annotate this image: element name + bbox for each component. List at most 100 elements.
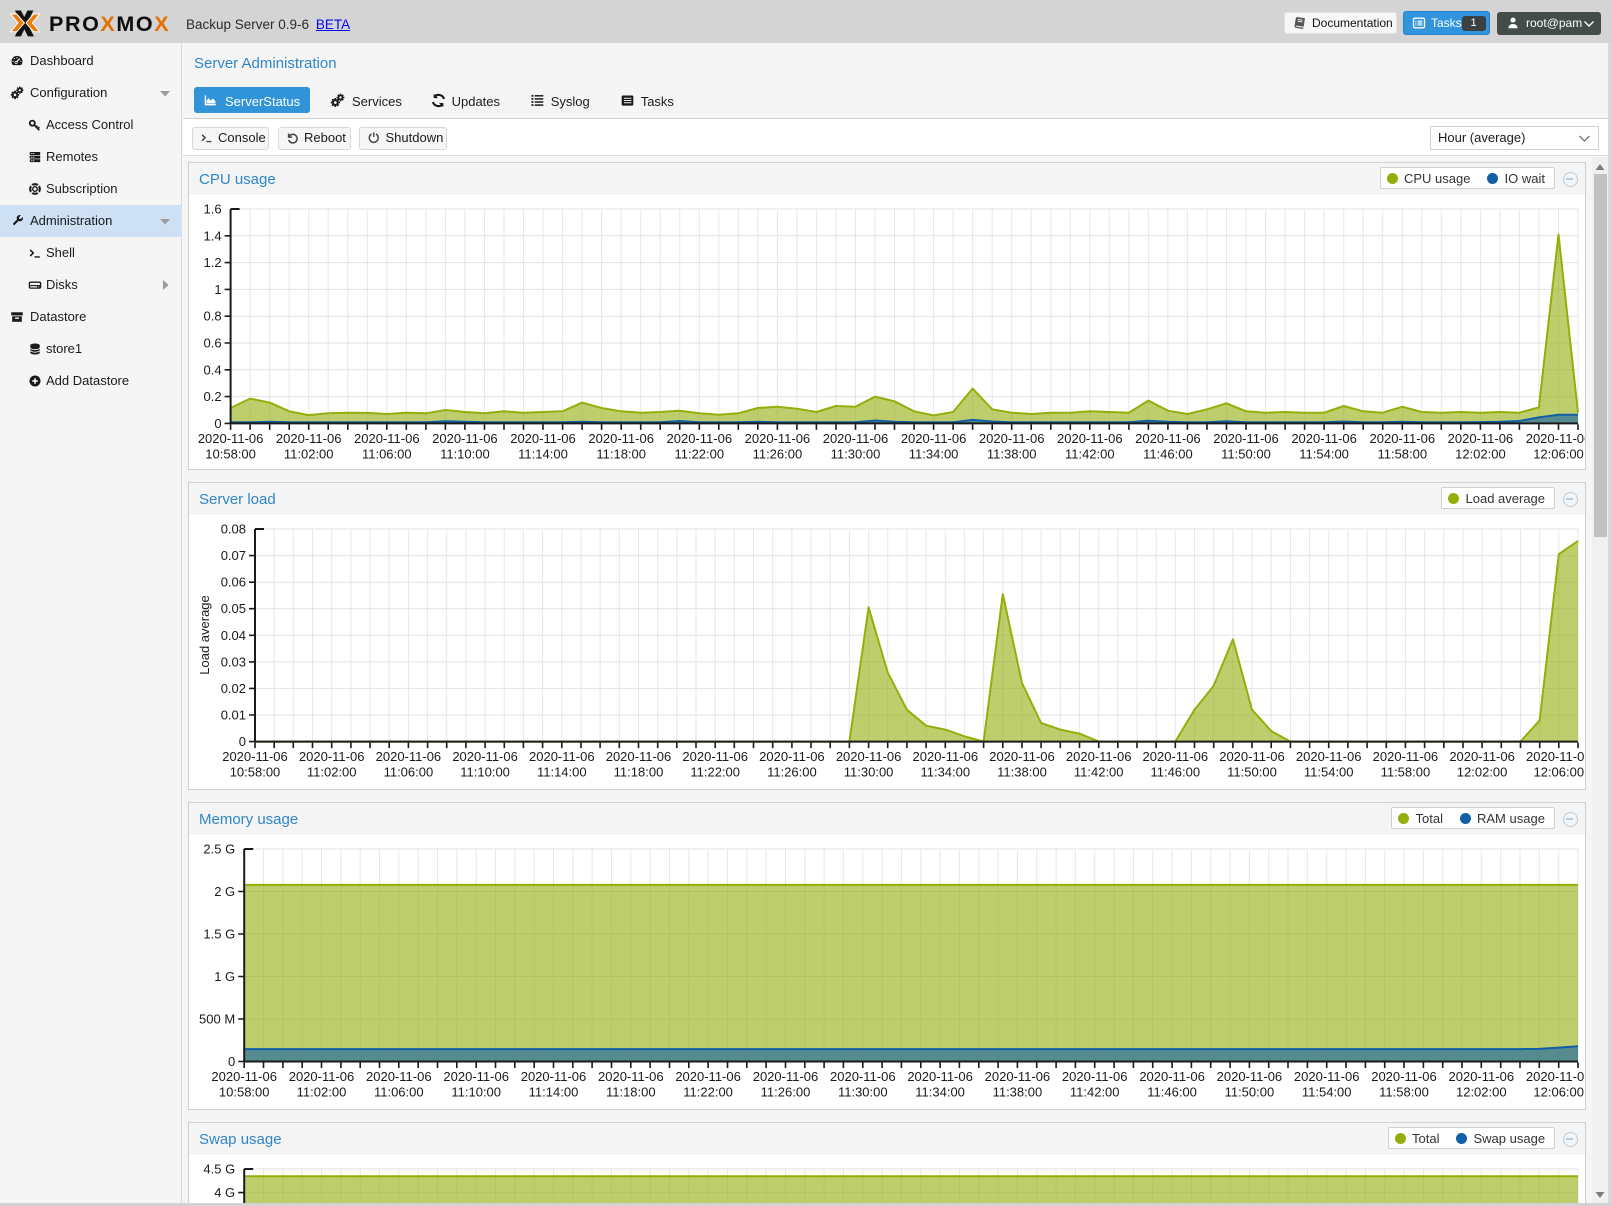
svg-text:2020-11-06: 2020-11-06 — [901, 431, 967, 446]
svg-text:11:26:00: 11:26:00 — [761, 1085, 811, 1100]
svg-text:0: 0 — [214, 416, 221, 431]
svg-text:2020-11-06: 2020-11-06 — [1371, 1069, 1437, 1084]
svg-text:2020-11-06: 2020-11-06 — [745, 431, 811, 446]
svg-text:10:58:00: 10:58:00 — [205, 446, 256, 461]
svg-text:12:02:00: 12:02:00 — [1455, 446, 1506, 461]
svg-text:2020-11-06: 2020-11-06 — [299, 749, 365, 764]
svg-text:11:46:00: 11:46:00 — [1143, 446, 1193, 461]
svg-text:2020-11-06: 2020-11-06 — [1373, 749, 1439, 764]
svg-text:2020-11-06: 2020-11-06 — [521, 1069, 587, 1084]
svg-text:11:42:00: 11:42:00 — [1065, 446, 1115, 461]
svg-text:11:30:00: 11:30:00 — [844, 765, 894, 780]
svg-text:2020-11-06: 2020-11-06 — [1057, 431, 1123, 446]
svg-text:2 G: 2 G — [214, 884, 235, 899]
svg-text:2020-11-06: 2020-11-06 — [985, 1069, 1051, 1084]
svg-text:11:14:00: 11:14:00 — [529, 1085, 579, 1100]
svg-text:11:02:00: 11:02:00 — [284, 446, 334, 461]
svg-text:2020-11-06: 2020-11-06 — [1449, 749, 1515, 764]
svg-text:11:50:00: 11:50:00 — [1227, 765, 1277, 780]
svg-text:2020-11-06: 2020-11-06 — [1449, 1069, 1515, 1084]
svg-text:0.2: 0.2 — [204, 389, 222, 404]
svg-text:2020-11-06: 2020-11-06 — [354, 431, 420, 446]
svg-text:2020-11-06: 2020-11-06 — [222, 749, 288, 764]
svg-text:11:18:00: 11:18:00 — [614, 765, 664, 780]
svg-text:11:02:00: 11:02:00 — [297, 1085, 347, 1100]
svg-text:2020-11-06: 2020-11-06 — [1219, 749, 1285, 764]
svg-text:11:22:00: 11:22:00 — [683, 1085, 733, 1100]
svg-text:11:26:00: 11:26:00 — [767, 765, 817, 780]
svg-text:2020-11-06: 2020-11-06 — [979, 431, 1045, 446]
svg-text:500 M: 500 M — [199, 1012, 235, 1027]
svg-text:12:06:00: 12:06:00 — [1533, 765, 1584, 780]
svg-text:0.05: 0.05 — [221, 601, 246, 616]
svg-text:2020-11-06: 2020-11-06 — [1062, 1069, 1128, 1084]
svg-text:10:58:00: 10:58:00 — [219, 1085, 270, 1100]
svg-text:11:10:00: 11:10:00 — [460, 765, 510, 780]
svg-text:1.4: 1.4 — [204, 228, 222, 243]
svg-text:11:58:00: 11:58:00 — [1381, 765, 1431, 780]
svg-text:11:10:00: 11:10:00 — [451, 1085, 501, 1100]
svg-text:12:06:00: 12:06:00 — [1533, 446, 1584, 461]
svg-text:11:06:00: 11:06:00 — [374, 1085, 424, 1100]
svg-text:2020-11-06: 2020-11-06 — [1526, 431, 1585, 446]
svg-text:11:10:00: 11:10:00 — [440, 446, 490, 461]
svg-text:1 G: 1 G — [214, 969, 235, 984]
svg-text:2020-11-06: 2020-11-06 — [1526, 749, 1585, 764]
svg-text:2020-11-06: 2020-11-06 — [198, 431, 264, 446]
svg-text:Load average: Load average — [197, 595, 212, 675]
svg-text:11:46:00: 11:46:00 — [1150, 765, 1200, 780]
svg-text:11:58:00: 11:58:00 — [1379, 1085, 1429, 1100]
svg-text:2020-11-06: 2020-11-06 — [1291, 431, 1357, 446]
svg-text:2020-11-06: 2020-11-06 — [588, 431, 654, 446]
svg-text:0.08: 0.08 — [221, 522, 246, 537]
svg-text:2020-11-06: 2020-11-06 — [276, 431, 342, 446]
svg-text:2020-11-06: 2020-11-06 — [432, 431, 498, 446]
svg-text:0: 0 — [228, 1054, 235, 1069]
svg-text:2020-11-06: 2020-11-06 — [443, 1069, 509, 1084]
svg-text:2.5 G: 2.5 G — [203, 842, 235, 857]
svg-text:2020-11-06: 2020-11-06 — [1066, 749, 1132, 764]
svg-text:10:58:00: 10:58:00 — [230, 765, 281, 780]
svg-text:2020-11-06: 2020-11-06 — [1135, 431, 1201, 446]
svg-text:0.01: 0.01 — [221, 708, 246, 723]
svg-text:11:38:00: 11:38:00 — [987, 446, 1037, 461]
svg-text:12:06:00: 12:06:00 — [1533, 1085, 1584, 1100]
svg-text:1: 1 — [214, 282, 221, 297]
svg-text:11:22:00: 11:22:00 — [690, 765, 740, 780]
svg-text:1.5 G: 1.5 G — [203, 927, 235, 942]
svg-text:11:22:00: 11:22:00 — [674, 446, 724, 461]
svg-text:11:54:00: 11:54:00 — [1302, 1085, 1352, 1100]
svg-text:12:02:00: 12:02:00 — [1457, 765, 1508, 780]
svg-text:11:18:00: 11:18:00 — [596, 446, 646, 461]
svg-text:2020-11-06: 2020-11-06 — [452, 749, 518, 764]
svg-text:2020-11-06: 2020-11-06 — [366, 1069, 432, 1084]
svg-text:11:02:00: 11:02:00 — [307, 765, 357, 780]
svg-text:2020-11-06: 2020-11-06 — [606, 749, 672, 764]
svg-text:11:06:00: 11:06:00 — [384, 765, 434, 780]
svg-text:11:26:00: 11:26:00 — [753, 446, 803, 461]
svg-text:2020-11-06: 2020-11-06 — [1217, 1069, 1283, 1084]
svg-text:2020-11-06: 2020-11-06 — [667, 431, 733, 446]
svg-text:11:54:00: 11:54:00 — [1299, 446, 1349, 461]
svg-text:2020-11-06: 2020-11-06 — [759, 749, 825, 764]
svg-text:11:30:00: 11:30:00 — [838, 1085, 888, 1100]
svg-text:2020-11-06: 2020-11-06 — [682, 749, 748, 764]
svg-text:11:54:00: 11:54:00 — [1304, 765, 1354, 780]
svg-text:2020-11-06: 2020-11-06 — [836, 749, 902, 764]
svg-text:11:34:00: 11:34:00 — [920, 765, 970, 780]
svg-text:4 G: 4 G — [214, 1185, 235, 1200]
svg-text:2020-11-06: 2020-11-06 — [289, 1069, 355, 1084]
svg-text:2020-11-06: 2020-11-06 — [675, 1069, 741, 1084]
svg-text:11:30:00: 11:30:00 — [831, 446, 881, 461]
svg-text:0.07: 0.07 — [221, 548, 246, 563]
svg-text:0.02: 0.02 — [221, 681, 246, 696]
svg-text:1.6: 1.6 — [204, 202, 222, 217]
svg-text:11:06:00: 11:06:00 — [362, 446, 412, 461]
svg-text:2020-11-06: 2020-11-06 — [510, 431, 576, 446]
svg-text:11:50:00: 11:50:00 — [1221, 446, 1271, 461]
svg-text:11:46:00: 11:46:00 — [1147, 1085, 1197, 1100]
svg-text:11:34:00: 11:34:00 — [915, 1085, 965, 1100]
svg-text:2020-11-06: 2020-11-06 — [907, 1069, 973, 1084]
svg-text:2020-11-06: 2020-11-06 — [1370, 431, 1436, 446]
svg-text:2020-11-06: 2020-11-06 — [989, 749, 1055, 764]
